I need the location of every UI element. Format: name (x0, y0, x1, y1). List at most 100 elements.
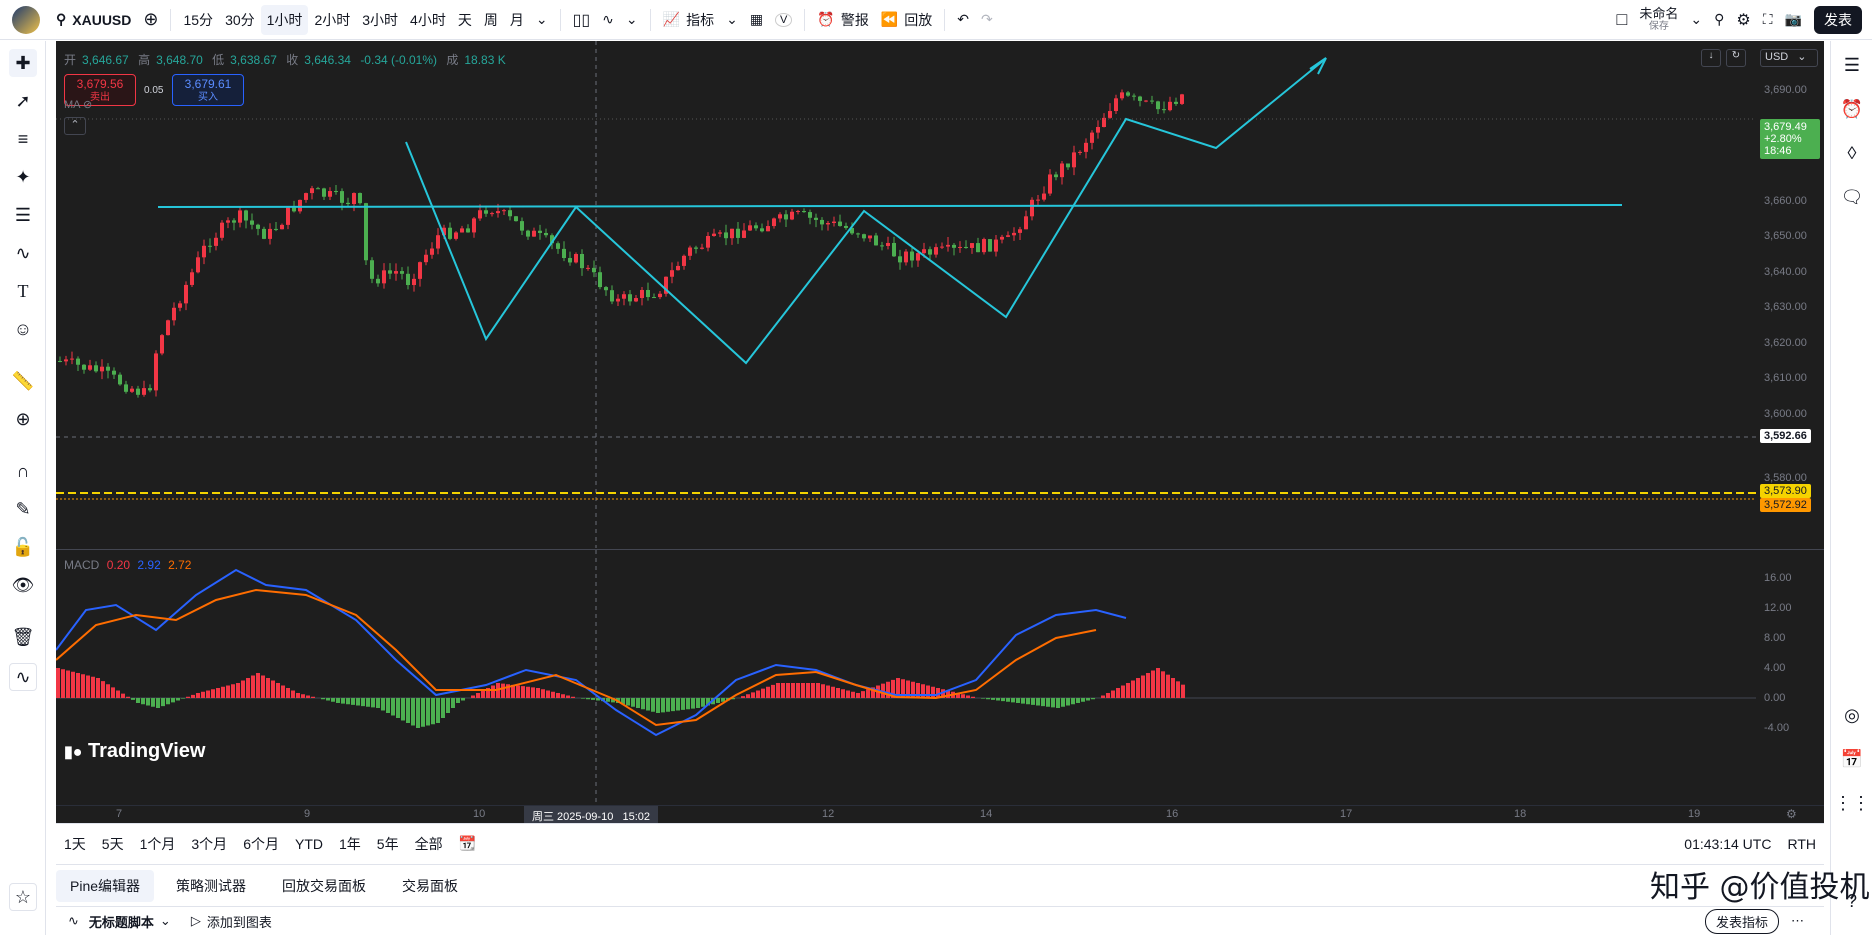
more-icon[interactable]: ⋯ (1791, 913, 1804, 928)
layout-dropdown[interactable]: ⌄ (1684, 5, 1708, 35)
range-all[interactable]: 全部 (414, 835, 443, 852)
magnet-tool[interactable]: ∩ (9, 457, 37, 485)
tf-week[interactable]: 周 (483, 11, 498, 28)
help-button[interactable]: ? (1838, 887, 1866, 915)
tab-replay-trading[interactable]: 回放交易面板 (282, 877, 367, 894)
tab-strategy-tester[interactable]: 策略测试器 (176, 877, 247, 894)
candle-style-button[interactable]: ▯▯ (567, 5, 597, 35)
calendar-button[interactable]: 📅 (1838, 745, 1866, 773)
hide-tool[interactable]: 👁 (9, 571, 37, 599)
version-button[interactable]: V (769, 5, 798, 35)
watchlist-button[interactable]: ☰ (1838, 51, 1866, 79)
auto-scale-button[interactable]: ↻ (1726, 49, 1746, 67)
indicators-dropdown[interactable]: ⌄ (720, 5, 744, 35)
divider (804, 8, 806, 31)
forecast-tool[interactable]: ☰ (9, 201, 37, 229)
layouts-button[interactable]: ▦ (744, 5, 769, 35)
tab-trading-panel[interactable]: 交易面板 (402, 877, 459, 894)
pattern-tool[interactable]: ✦ (9, 163, 37, 191)
publish-button[interactable]: 发表 (1808, 5, 1868, 35)
publish-script-button[interactable]: 发表指标 (1704, 908, 1779, 934)
range-5d[interactable]: 5天 (101, 835, 124, 852)
chat-button[interactable]: 🗨 (1838, 183, 1866, 211)
chart-container[interactable]: 开 3,646.67 高 3,648.70 低 3,638.67 收 3,646.34 … (55, 41, 1824, 824)
layout-checkbox[interactable]: □ (1611, 5, 1634, 35)
time-axis[interactable]: 7 9 10 12 14 16 17 18 19 周三 2025-09-10 1… (56, 805, 1824, 824)
layers-button[interactable]: ◊ (1838, 139, 1866, 167)
buy-button[interactable]: 3,679.61 买入 (172, 74, 244, 106)
neckline-drawing[interactable] (157, 204, 1623, 208)
collapse-legend-button[interactable]: ⌃ (64, 117, 86, 135)
tf-30m[interactable]: 30分 (225, 11, 255, 28)
tf-3h[interactable]: 3小时 (362, 11, 399, 28)
fullscreen-button[interactable]: ⛶ (1757, 5, 1779, 35)
tf-4h[interactable]: 4小时 (410, 11, 446, 28)
compare-button[interactable]: ⊕ (137, 5, 164, 35)
price-pane[interactable]: 开 3,646.67 高 3,648.70 低 3,638.67 收 3,646.34 … (56, 41, 1824, 548)
trendline-tool[interactable]: ➚ (9, 87, 37, 115)
redo-button[interactable]: ↷ (975, 5, 999, 35)
axis-settings-button[interactable]: ⚙ (1786, 807, 1797, 821)
indicators-button[interactable]: 📈 指标 (657, 5, 720, 35)
tf-month[interactable]: 月 (509, 11, 524, 28)
sell-button[interactable]: 3,679.56 卖出 (64, 74, 136, 106)
delete-tool[interactable]: 🗑 (9, 623, 37, 651)
undo-button[interactable]: ↶ (951, 5, 975, 35)
watchlist-favorites[interactable]: ☆ (9, 883, 37, 911)
macd-pane[interactable]: MACD 0.20 2.92 2.72 16.00 12.00 8.00 4.0… (55, 549, 1824, 806)
chevron-down-icon[interactable]: ⌄ (159, 913, 171, 928)
candle-body (1114, 98, 1118, 112)
range-5y[interactable]: 5年 (376, 835, 399, 852)
tf-15m[interactable]: 15分 (183, 11, 214, 28)
range-3m[interactable]: 3个月 (191, 835, 228, 852)
fib-tool[interactable]: ≡ (9, 125, 37, 153)
snapshot-button[interactable]: 📷 (1779, 5, 1808, 35)
apps-button[interactable]: ⋮⋮ (1834, 789, 1870, 817)
alerts-button[interactable]: ⏰ (1838, 95, 1866, 123)
settings-button[interactable]: ⚙ (1730, 5, 1756, 35)
candle-body (412, 278, 416, 286)
session-toggle[interactable]: RTH (1787, 835, 1816, 852)
emoji-tool[interactable]: ☺ (9, 315, 37, 343)
lock-tool[interactable]: 🔓 (9, 533, 37, 561)
macd-hist-bar (211, 689, 215, 698)
ruler-tool[interactable]: 📏 (9, 367, 37, 395)
quick-search-button[interactable]: ⚲ (1708, 5, 1730, 35)
candle-body (910, 251, 914, 261)
layout-name-button[interactable]: 未命名 保存 (1633, 5, 1684, 35)
range-1d[interactable]: 1天 (64, 835, 86, 852)
candle-body (658, 293, 662, 298)
script-name[interactable]: 无标题脚本 (88, 914, 154, 930)
add-to-chart-button[interactable]: 添加到图表 (206, 914, 272, 930)
replay-button[interactable]: ⏪ 回放 (875, 5, 938, 35)
currency-select[interactable]: USD ⌄ (1760, 49, 1818, 67)
range-ytd[interactable]: YTD (294, 835, 323, 852)
range-1m[interactable]: 1个月 (139, 835, 176, 852)
target-button[interactable]: ◎ (1838, 701, 1866, 729)
brush-tool[interactable]: ∿ (9, 239, 37, 267)
line-style-button[interactable]: ∿ (596, 5, 620, 35)
utc-clock[interactable]: 01:43:14 UTC (1684, 835, 1772, 852)
style-dropdown[interactable]: ⌄ (620, 5, 644, 35)
tf-day[interactable]: 天 (457, 11, 472, 28)
alert-button[interactable]: ⏰ 警报 (811, 5, 874, 35)
zigzag-projection-drawing[interactable] (405, 59, 1325, 365)
time-tick: 7 (116, 808, 123, 820)
stay-drawing-tool[interactable]: ✎ (9, 495, 37, 523)
crosshair-tool[interactable]: ✚ (9, 49, 37, 77)
scroll-down-button[interactable]: ↓ (1701, 49, 1721, 67)
tf-2h[interactable]: 2小时 (314, 11, 351, 28)
user-avatar[interactable] (12, 5, 40, 34)
goto-date-button[interactable]: 📆 (451, 835, 484, 852)
object-tree-tool[interactable]: ∿ (9, 663, 37, 691)
range-6m[interactable]: 6个月 (243, 835, 279, 852)
text-tool[interactable]: T (9, 277, 37, 305)
range-1y[interactable]: 1年 (338, 835, 361, 852)
tf-dropdown[interactable]: ⌄ (530, 5, 554, 35)
candle-body (1000, 236, 1004, 240)
tf-1h[interactable]: 1小时 (260, 4, 309, 35)
symbol-search[interactable]: ⚲ XAUUSD (50, 5, 137, 35)
zoom-tool[interactable]: ⊕ (9, 405, 37, 433)
ma-legend[interactable]: MA ⊘ (64, 98, 92, 111)
tab-pine-editor[interactable]: Pine编辑器 (56, 869, 155, 902)
